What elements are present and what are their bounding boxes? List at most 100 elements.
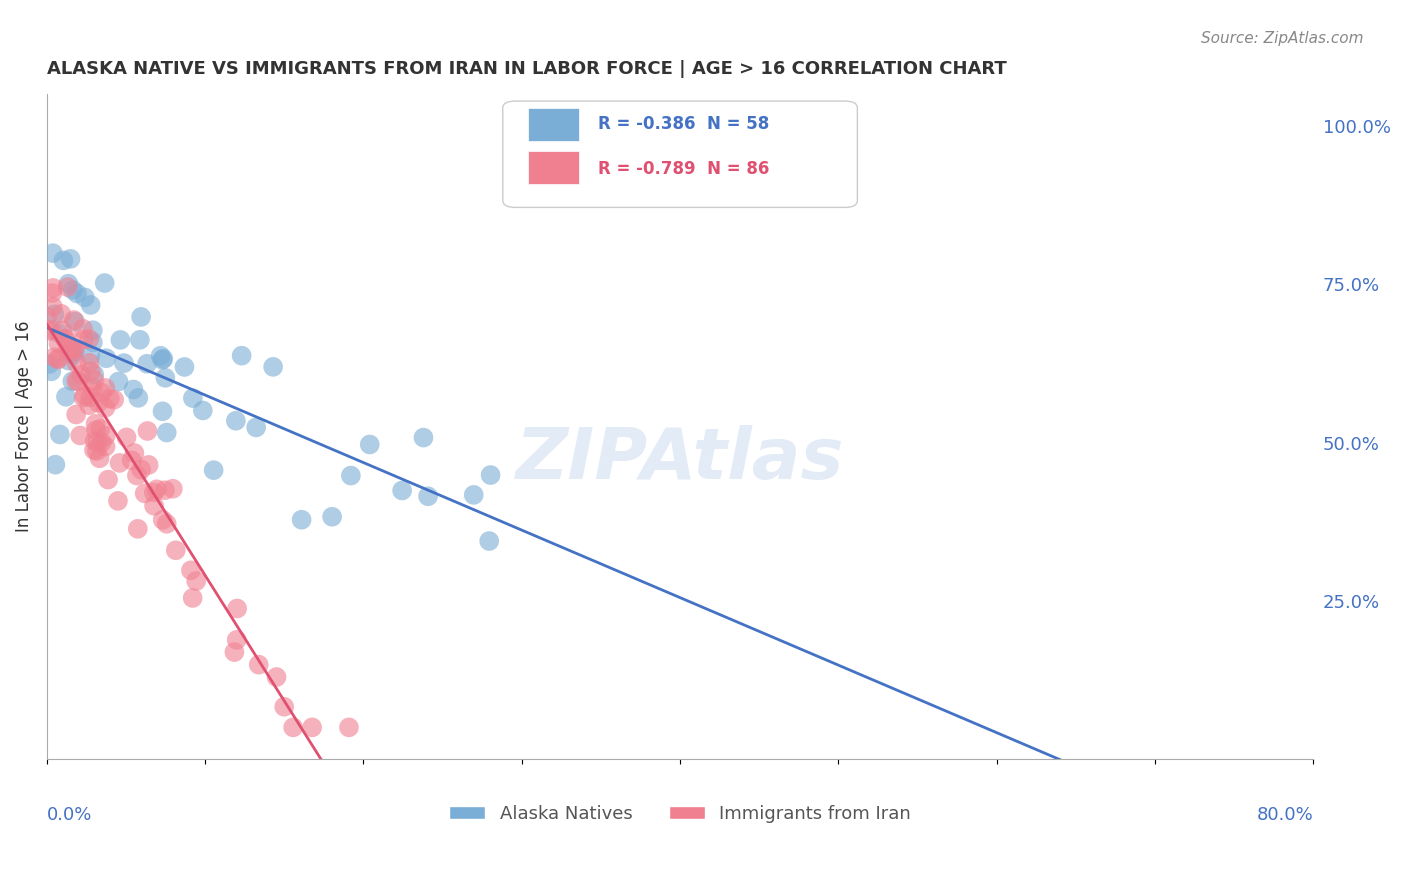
Alaska Natives: [110, 333, 132, 347]
Alaska Natives: [52, 253, 75, 268]
Immigrants from Iran: [145, 483, 167, 497]
Alaska Natives: [291, 513, 314, 527]
Text: Source: ZipAtlas.com: Source: ZipAtlas.com: [1201, 31, 1364, 46]
Immigrants from Iran: [79, 332, 101, 346]
Alaska Natives: [73, 290, 96, 304]
Immigrants from Iran: [165, 543, 187, 558]
Immigrants from Iran: [94, 401, 117, 415]
Immigrants from Iran: [86, 444, 108, 458]
Alaska Natives: [55, 390, 77, 404]
Immigrants from Iran: [70, 368, 93, 382]
Immigrants from Iran: [98, 392, 121, 406]
Text: 0.0%: 0.0%: [46, 805, 93, 823]
Immigrants from Iran: [52, 323, 75, 337]
Immigrants from Iran: [42, 281, 65, 295]
Immigrants from Iran: [66, 374, 89, 388]
Immigrants from Iran: [225, 632, 247, 647]
Immigrants from Iran: [65, 408, 87, 422]
Immigrants from Iran: [55, 331, 77, 345]
Immigrants from Iran: [94, 429, 117, 443]
Immigrants from Iran: [156, 516, 179, 531]
Alaska Natives: [321, 509, 343, 524]
Immigrants from Iran: [56, 280, 79, 294]
FancyBboxPatch shape: [529, 151, 579, 184]
Alaska Natives: [82, 335, 104, 350]
Alaska Natives: [202, 463, 225, 477]
Immigrants from Iran: [72, 391, 94, 405]
Alaska Natives: [128, 333, 150, 347]
Alaska Natives: [112, 356, 135, 370]
Immigrants from Iran: [62, 342, 84, 356]
Immigrants from Iran: [153, 483, 176, 498]
Immigrants from Iran: [35, 310, 58, 324]
Immigrants from Iran: [39, 322, 62, 336]
Alaska Natives: [150, 352, 173, 367]
Alaska Natives: [62, 347, 84, 361]
Immigrants from Iran: [84, 417, 107, 431]
Immigrants from Iran: [60, 344, 83, 359]
Immigrants from Iran: [63, 342, 86, 356]
Alaska Natives: [49, 427, 72, 442]
Alaska Natives: [63, 315, 86, 329]
Alaska Natives: [136, 357, 159, 371]
Immigrants from Iran: [226, 601, 249, 615]
Immigrants from Iran: [152, 513, 174, 527]
Alaska Natives: [60, 374, 83, 388]
Alaska Natives: [359, 437, 381, 451]
Immigrants from Iran: [56, 341, 79, 355]
Immigrants from Iran: [77, 398, 100, 412]
Immigrants from Iran: [134, 486, 156, 500]
Text: ZIPAtlas: ZIPAtlas: [516, 425, 845, 494]
Immigrants from Iran: [108, 456, 131, 470]
Alaska Natives: [173, 359, 195, 374]
Alaska Natives: [83, 368, 105, 382]
Immigrants from Iran: [65, 374, 87, 388]
Immigrants from Iran: [301, 720, 323, 734]
Immigrants from Iran: [83, 373, 105, 387]
Alaska Natives: [58, 353, 80, 368]
Immigrants from Iran: [124, 446, 146, 460]
Alaska Natives: [231, 349, 253, 363]
Text: 80.0%: 80.0%: [1257, 805, 1313, 823]
Immigrants from Iran: [38, 324, 60, 338]
Immigrants from Iran: [94, 440, 117, 454]
Alaska Natives: [391, 483, 413, 498]
Text: R = -0.386  N = 58: R = -0.386 N = 58: [598, 115, 769, 133]
Immigrants from Iran: [66, 357, 89, 371]
Immigrants from Iran: [62, 313, 84, 327]
Text: ALASKA NATIVE VS IMMIGRANTS FROM IRAN IN LABOR FORCE | AGE > 16 CORRELATION CHAR: ALASKA NATIVE VS IMMIGRANTS FROM IRAN IN…: [46, 60, 1007, 78]
Immigrants from Iran: [87, 395, 110, 409]
Immigrants from Iran: [89, 422, 111, 436]
Immigrants from Iran: [44, 350, 66, 364]
Alaska Natives: [44, 458, 66, 472]
Immigrants from Iran: [103, 392, 125, 407]
Immigrants from Iran: [247, 657, 270, 672]
Immigrants from Iran: [283, 720, 305, 734]
Alaska Natives: [412, 431, 434, 445]
Immigrants from Iran: [136, 424, 159, 438]
Alaska Natives: [463, 488, 485, 502]
Immigrants from Iran: [273, 699, 295, 714]
Immigrants from Iran: [107, 494, 129, 508]
Alaska Natives: [225, 414, 247, 428]
Immigrants from Iran: [69, 428, 91, 442]
Immigrants from Iran: [138, 458, 160, 472]
Alaska Natives: [122, 383, 145, 397]
Immigrants from Iran: [79, 356, 101, 370]
Immigrants from Iran: [125, 468, 148, 483]
Alaska Natives: [340, 468, 363, 483]
Immigrants from Iran: [94, 381, 117, 395]
Alaska Natives: [62, 283, 84, 297]
Immigrants from Iran: [180, 563, 202, 577]
Immigrants from Iran: [86, 434, 108, 449]
Immigrants from Iran: [72, 322, 94, 336]
Immigrants from Iran: [115, 430, 138, 444]
Alaska Natives: [93, 276, 115, 290]
Immigrants from Iran: [46, 351, 69, 366]
Immigrants from Iran: [90, 435, 112, 450]
Immigrants from Iran: [181, 591, 204, 605]
Immigrants from Iran: [142, 485, 165, 500]
Immigrants from Iran: [266, 670, 288, 684]
Text: R = -0.789  N = 86: R = -0.789 N = 86: [598, 160, 769, 178]
Immigrants from Iran: [48, 336, 70, 351]
